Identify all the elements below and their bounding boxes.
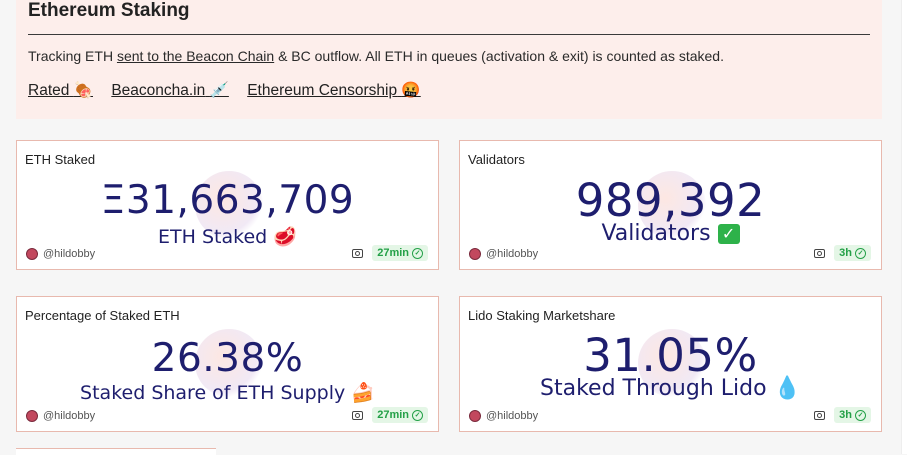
header-panel: Ethereum Staking Tracking ETH sent to th… (16, 0, 882, 119)
card-title: Percentage of Staked ETH (25, 308, 180, 323)
eth-staked-card: ETH Staked Ξ31,663,709 ETH Staked 🥩 @hil… (16, 140, 439, 270)
freshness-badge: 3h ✓ (834, 407, 871, 423)
next-card-edge (16, 448, 216, 455)
syringe-icon: 💉 (209, 81, 229, 99)
card-subtitle: ETH Staked 🥩 (158, 226, 297, 248)
check-box-icon: ✓ (717, 224, 740, 244)
author[interactable]: @hildobby (469, 248, 538, 260)
check-icon: ✓ (412, 409, 423, 421)
staked-percentage-card: Percentage of Staked ETH 26.38% Staked S… (16, 296, 439, 432)
avatar (469, 410, 481, 422)
beaconchain-link[interactable]: Beaconcha.in 💉 (111, 81, 229, 99)
dune-watermark (195, 329, 263, 397)
author[interactable]: @hildobby (469, 410, 538, 422)
dune-watermark (195, 171, 263, 239)
freshness-badge: 3h ✓ (834, 245, 871, 261)
title-divider (28, 34, 870, 35)
avatar (26, 248, 38, 260)
camera-icon[interactable] (352, 410, 364, 420)
author[interactable]: @hildobby (26, 410, 95, 422)
card-footer-status: 27min ✓ (352, 407, 428, 423)
droplet-icon: 💧 (773, 376, 801, 401)
camera-icon[interactable] (814, 248, 826, 258)
page-title: Ethereum Staking (28, 0, 190, 21)
rated-link[interactable]: Rated 🍖 (28, 81, 93, 99)
card-subtitle: Validators ✓ (460, 221, 881, 246)
dune-watermark (638, 329, 706, 397)
camera-icon[interactable] (814, 410, 826, 420)
freshness-badge: 27min ✓ (372, 407, 428, 423)
check-icon: ✓ (855, 409, 866, 421)
card-title: ETH Staked (25, 152, 96, 167)
meat-icon: 🍖 (73, 81, 93, 99)
card-title: Validators (468, 152, 525, 167)
avatar (469, 248, 481, 260)
steak-icon: 🥩 (273, 226, 297, 248)
card-footer-status: 3h ✓ (814, 245, 871, 261)
check-icon: ✓ (412, 247, 423, 259)
lido-marketshare-card: Lido Staking Marketshare 31.05% Staked T… (459, 296, 882, 432)
author[interactable]: @hildobby (26, 248, 95, 260)
cake-icon: 🍰 (351, 382, 375, 404)
camera-icon[interactable] (352, 248, 364, 258)
description: Tracking ETH sent to the Beacon Chain & … (28, 48, 724, 64)
beacon-chain-link[interactable]: sent to the Beacon Chain (116, 48, 275, 64)
card-footer-status: 27min ✓ (352, 245, 428, 261)
card-value: 989,392 (575, 174, 766, 227)
check-icon: ✓ (855, 247, 866, 259)
card-subtitle: Staked Through Lido 💧 (540, 376, 801, 401)
validators-card: Validators 989,392 Validators ✓ @hildobb… (459, 140, 882, 270)
angry-face-icon: 🤬 (401, 81, 421, 99)
card-value: Ξ31,663,709 (100, 178, 355, 223)
card-value: 26.38% (151, 336, 304, 381)
censorship-link[interactable]: Ethereum Censorship 🤬 (247, 81, 421, 99)
links-row: Rated 🍖 Beaconcha.in 💉 Ethereum Censorsh… (28, 81, 435, 100)
page-edge (902, 0, 907, 454)
card-title: Lido Staking Marketshare (468, 308, 616, 323)
card-subtitle: Staked Share of ETH Supply 🍰 (80, 382, 375, 404)
card-footer-status: 3h ✓ (814, 407, 871, 423)
freshness-badge: 27min ✓ (372, 245, 428, 261)
dune-watermark (638, 171, 706, 239)
card-value: 31.05% (583, 329, 758, 382)
avatar (26, 410, 38, 422)
